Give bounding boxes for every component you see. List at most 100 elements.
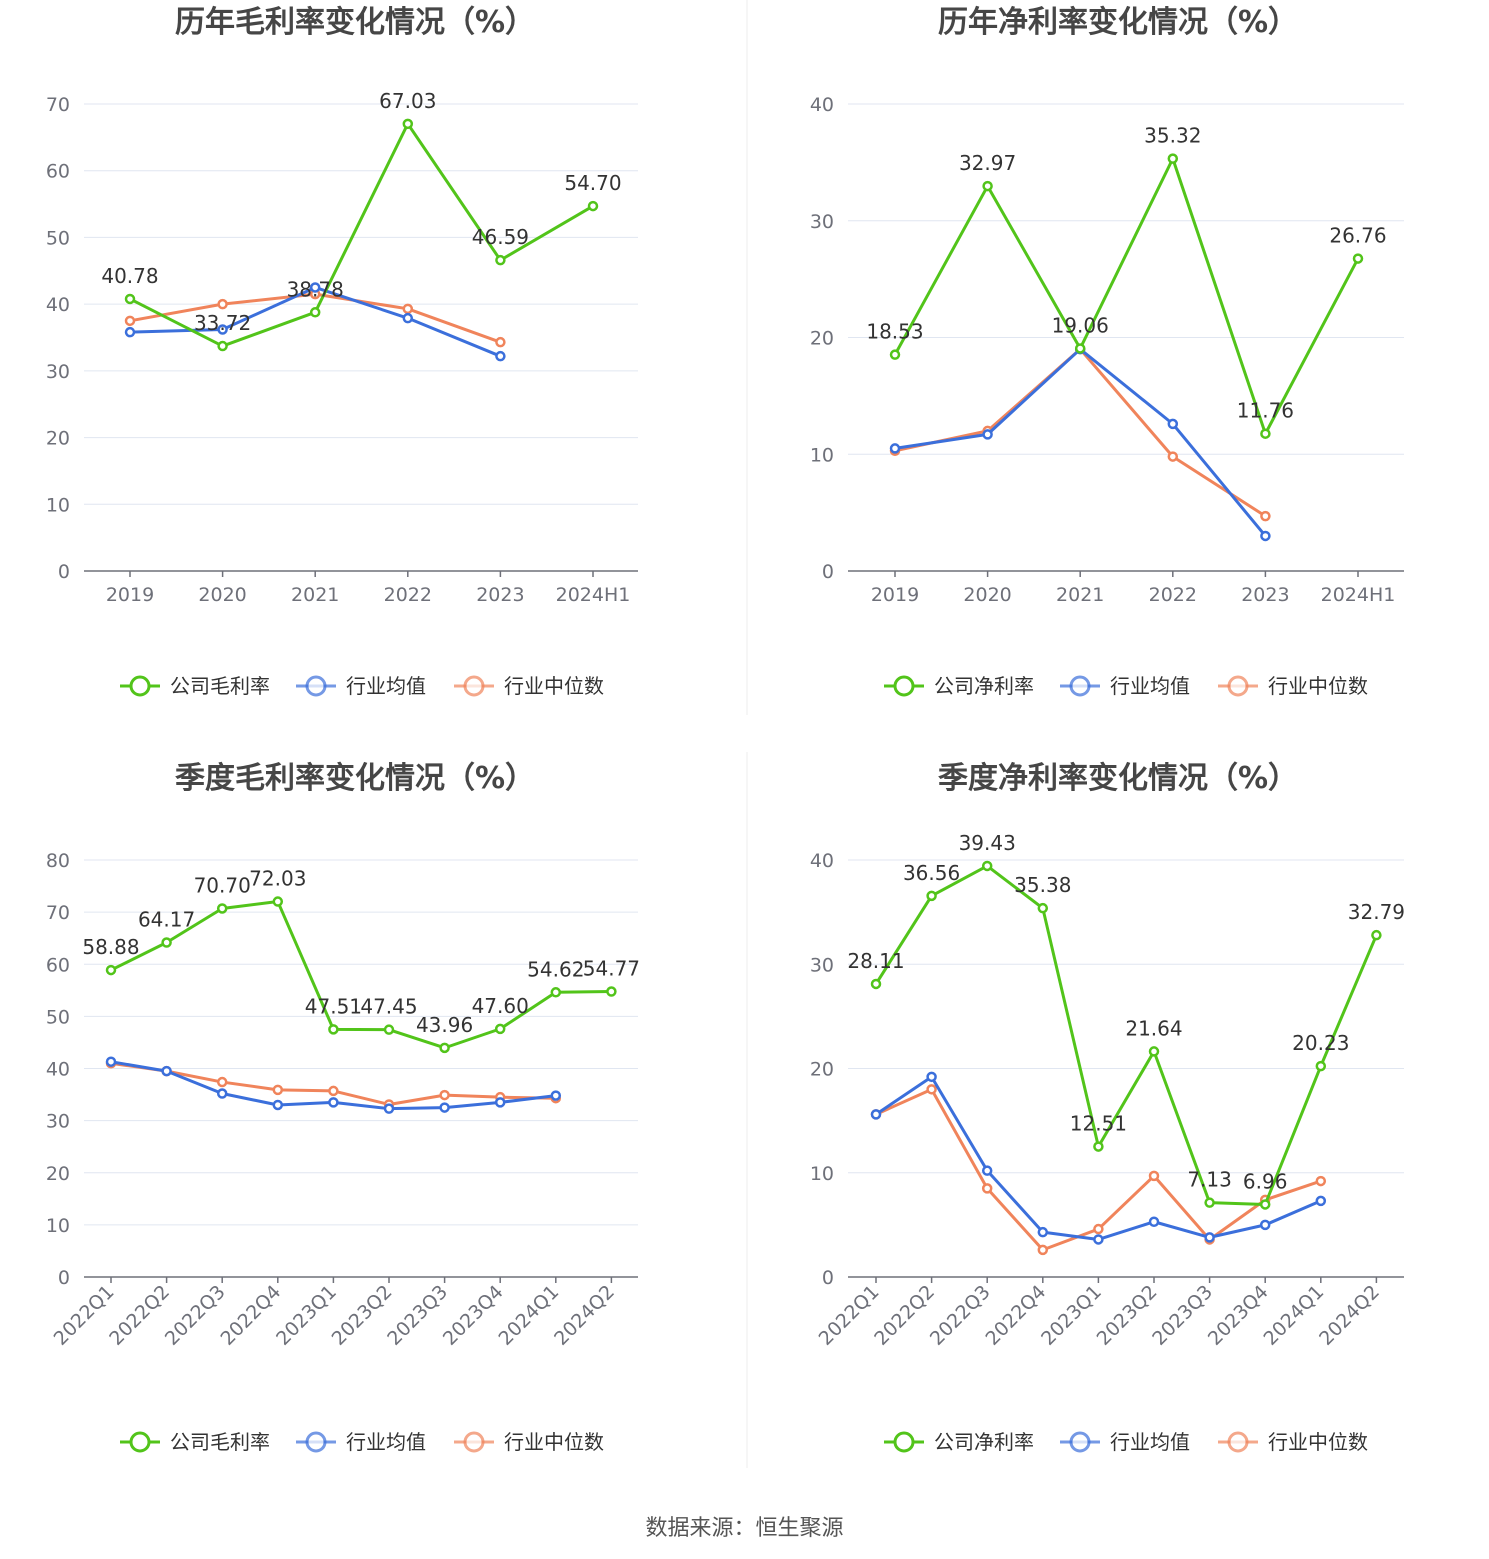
y-tick-label: 0 <box>822 1267 834 1289</box>
legend-swatch-marker <box>893 675 915 697</box>
data-point-median <box>216 1076 228 1088</box>
data-point-avg <box>889 443 901 454</box>
data-point-company <box>309 307 321 318</box>
data-point-avg <box>982 429 993 440</box>
legend-swatch-marker <box>1227 1431 1249 1453</box>
x-tick-label: 2023Q1 <box>1037 1281 1106 1350</box>
legend-item-avg: 行业均值 <box>296 674 426 698</box>
x-tick-label: 2023Q4 <box>439 1281 508 1350</box>
x-tick-label: 2022Q1 <box>50 1281 119 1350</box>
data-point-median <box>1167 451 1179 462</box>
data-point-median <box>926 1084 937 1095</box>
y-tick-label: 0 <box>58 1267 70 1289</box>
x-tick-label: 2022Q3 <box>926 1281 995 1350</box>
data-label: 54.70 <box>564 171 621 195</box>
data-point-avg <box>1167 418 1179 430</box>
chart-title: 季度毛利率变化情况（%） <box>175 761 535 796</box>
legend-label: 公司净利率 <box>934 1430 1034 1454</box>
data-point-median <box>1037 1244 1049 1256</box>
y-tick-label: 10 <box>810 1163 834 1185</box>
x-tick-label: 2022Q2 <box>870 1281 939 1350</box>
legend-item-company: 公司毛利率 <box>120 1430 270 1454</box>
data-label: 21.64 <box>1125 1016 1182 1040</box>
x-tick-label: 2020 <box>963 584 1011 606</box>
data-label: 32.97 <box>959 151 1016 175</box>
legend-swatch-marker <box>1227 675 1249 697</box>
data-point-company <box>328 1024 339 1035</box>
x-tick-label: 2023 <box>1241 584 1289 606</box>
data-point-company <box>383 1024 395 1035</box>
data-point-company <box>124 293 136 305</box>
y-tick-label: 30 <box>810 954 834 976</box>
series-line-company <box>874 864 1378 1206</box>
y-tick-label: 80 <box>46 850 70 872</box>
data-point-company <box>1352 253 1364 264</box>
chart-4: 季度净利率变化情况（%）0102030402022Q12022Q22022Q32… <box>810 761 1405 1454</box>
data-label: 43.96 <box>416 1013 473 1037</box>
y-tick-label: 0 <box>822 561 834 583</box>
y-tick-label: 10 <box>810 444 834 466</box>
legend-item-avg: 行业均值 <box>1060 674 1190 698</box>
data-point-company <box>272 896 284 907</box>
legend-item-company: 公司毛利率 <box>120 674 270 698</box>
legend-swatch-marker <box>463 675 485 697</box>
data-point-avg <box>1259 1219 1271 1231</box>
legend-label: 行业中位数 <box>1268 674 1368 698</box>
data-label: 47.51 <box>305 994 362 1018</box>
series-line-company <box>893 157 1360 436</box>
x-tick-label: 2024Q1 <box>494 1281 563 1350</box>
data-label: 72.03 <box>249 867 306 891</box>
legend-item-avg: 行业均值 <box>296 1430 426 1454</box>
data-point-company <box>161 937 172 948</box>
legend-swatch-marker <box>129 675 151 697</box>
data-label: 18.53 <box>866 320 923 344</box>
x-tick-label: 2022Q1 <box>815 1281 884 1350</box>
chart-3: 季度毛利率变化情况（%）010203040506070802022Q12022Q… <box>46 761 640 1454</box>
legend-item-company: 公司净利率 <box>884 1430 1034 1454</box>
x-tick-label: 2021 <box>291 584 339 606</box>
x-tick-label: 2024H1 <box>556 584 631 606</box>
data-point-median <box>272 1084 284 1096</box>
chart-title: 历年净利率变化情况（%） <box>938 5 1298 40</box>
series-line-median <box>894 347 1267 518</box>
data-point-avg <box>981 1165 993 1176</box>
data-point-avg <box>1260 530 1271 542</box>
x-tick-label: 2021 <box>1056 584 1104 606</box>
y-tick-label: 70 <box>46 94 70 116</box>
data-point-median <box>124 315 136 327</box>
data-point-company <box>439 1042 450 1054</box>
y-tick-label: 30 <box>46 1111 70 1133</box>
data-point-company <box>1037 902 1049 914</box>
legend-label: 公司毛利率 <box>170 674 270 698</box>
data-point-company <box>550 987 562 998</box>
data-point-avg <box>1037 1226 1049 1238</box>
x-tick-label: 2024H1 <box>1321 584 1396 606</box>
x-tick-label: 2023Q1 <box>272 1281 341 1350</box>
data-point-median <box>217 298 228 310</box>
data-point-avg <box>926 1071 937 1083</box>
data-point-company <box>1315 1060 1327 1072</box>
data-point-avg <box>216 1088 228 1099</box>
legend-item-median: 行业中位数 <box>454 1430 604 1454</box>
data-point-company <box>495 254 506 266</box>
data-label: 6.96 <box>1243 1169 1288 1193</box>
data-label: 40.78 <box>101 264 158 288</box>
data-point-company <box>606 986 617 997</box>
data-point-median <box>439 1089 450 1101</box>
y-tick-label: 0 <box>58 561 70 583</box>
data-point-company <box>870 978 882 990</box>
y-tick-label: 70 <box>46 902 70 924</box>
data-label: 47.60 <box>472 994 529 1018</box>
data-label: 67.03 <box>379 89 436 113</box>
data-point-company <box>1074 343 1086 354</box>
data-label: 28.11 <box>847 949 904 973</box>
x-tick-label: 2020 <box>198 584 246 606</box>
data-label: 19.06 <box>1052 313 1109 337</box>
data-point-median <box>981 1183 993 1194</box>
data-point-median <box>1315 1175 1327 1187</box>
data-label: 47.45 <box>360 995 417 1019</box>
y-tick-label: 50 <box>46 1006 70 1028</box>
data-point-avg <box>383 1103 395 1114</box>
series-line-avg <box>875 1075 1322 1241</box>
data-point-avg <box>1148 1216 1160 1227</box>
